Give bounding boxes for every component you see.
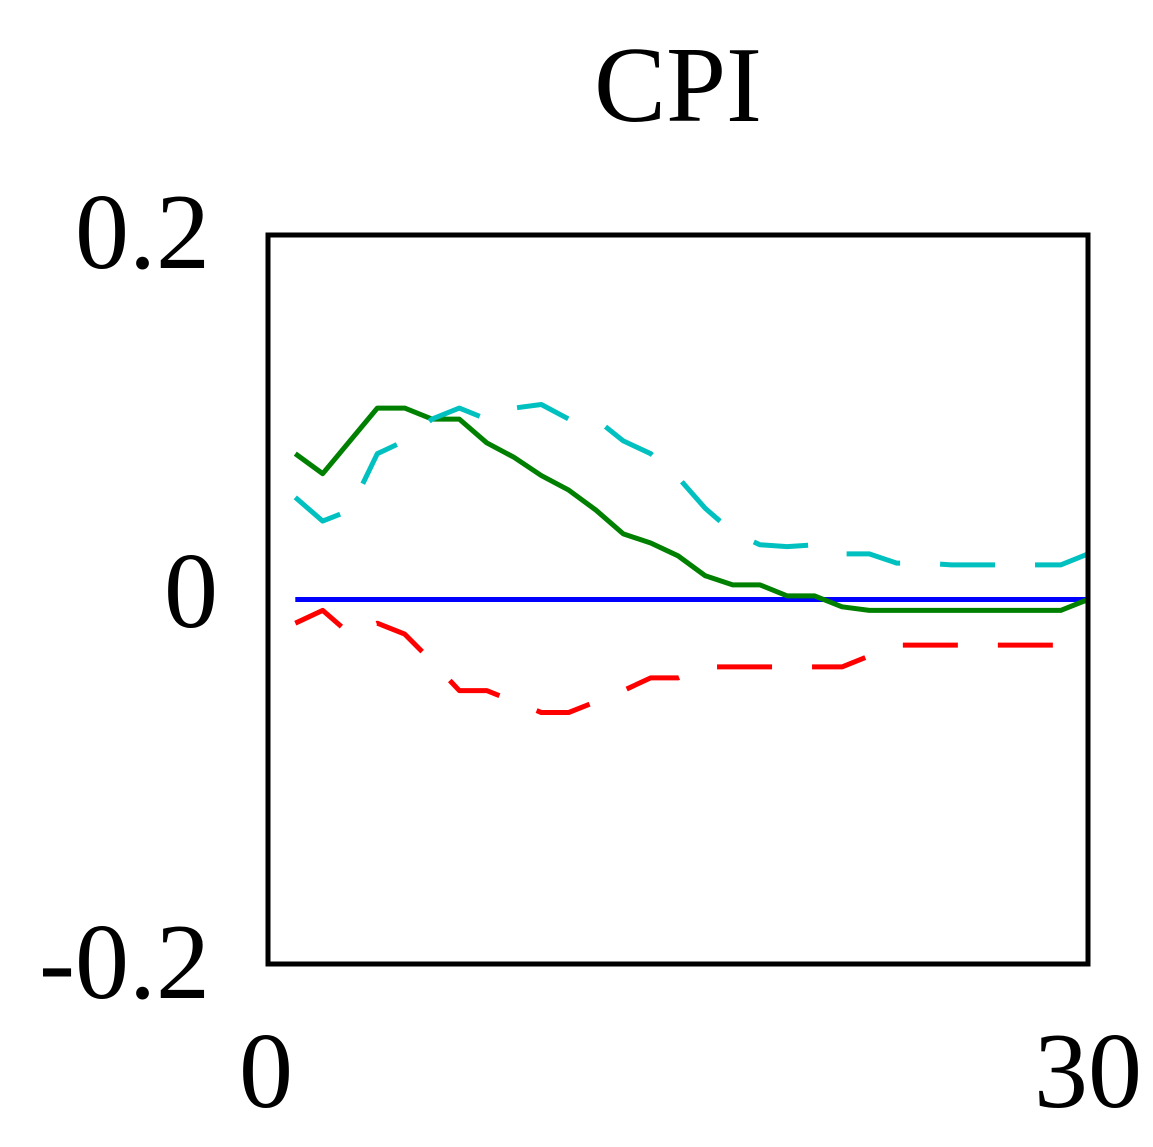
x-tick-label-end: 30 bbox=[1034, 1012, 1142, 1131]
chart-title: CPI bbox=[594, 26, 762, 145]
series-line-response bbox=[293, 405, 1089, 613]
x-tick-label-start: 0 bbox=[239, 1012, 293, 1131]
y-tick-label-top: 0.2 bbox=[75, 173, 210, 292]
plot-frame bbox=[265, 232, 1091, 967]
y-tick-label-bottom: -0.2 bbox=[39, 903, 210, 1022]
y-tick-label-zero: 0 bbox=[164, 532, 218, 651]
series-line-lower-band bbox=[294, 607, 1088, 715]
series-layer bbox=[293, 402, 1089, 715]
series-line-upper-band bbox=[293, 402, 1089, 568]
